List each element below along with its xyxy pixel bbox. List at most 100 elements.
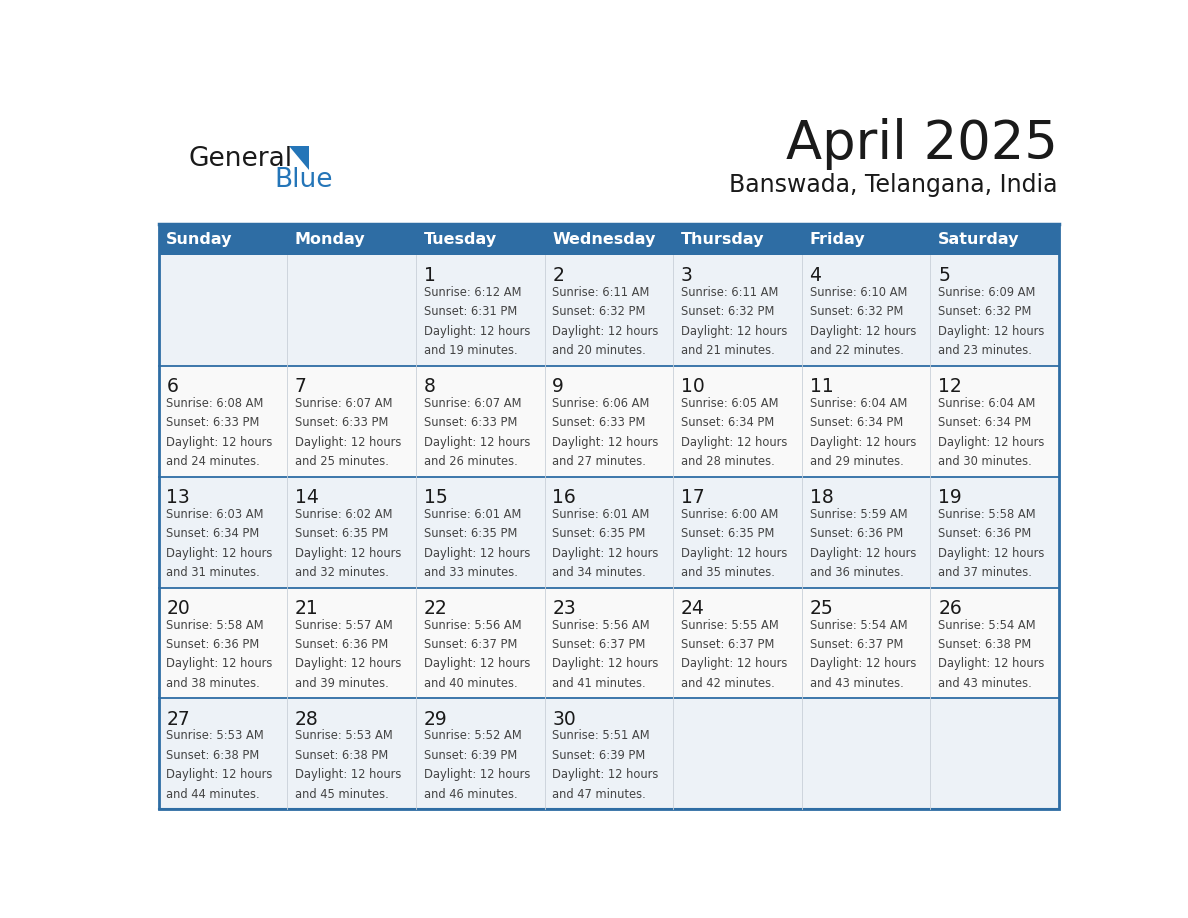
Text: Daylight: 12 hours: Daylight: 12 hours	[424, 325, 530, 338]
Text: Daylight: 12 hours: Daylight: 12 hours	[681, 436, 788, 449]
Text: 14: 14	[295, 487, 318, 507]
Text: Daylight: 12 hours: Daylight: 12 hours	[809, 325, 916, 338]
Text: Sunset: 6:39 PM: Sunset: 6:39 PM	[552, 749, 645, 762]
Text: Daylight: 12 hours: Daylight: 12 hours	[552, 436, 658, 449]
Bar	[158, 224, 1060, 810]
Text: 22: 22	[424, 599, 448, 618]
Text: Daylight: 12 hours: Daylight: 12 hours	[939, 325, 1044, 338]
Text: Sunset: 6:32 PM: Sunset: 6:32 PM	[552, 306, 645, 319]
Text: Sunset: 6:36 PM: Sunset: 6:36 PM	[939, 527, 1031, 540]
Text: Sunset: 6:33 PM: Sunset: 6:33 PM	[166, 416, 260, 430]
Text: Daylight: 12 hours: Daylight: 12 hours	[424, 546, 530, 560]
Text: Daylight: 12 hours: Daylight: 12 hours	[552, 768, 658, 781]
Text: Sunset: 6:33 PM: Sunset: 6:33 PM	[552, 416, 645, 430]
Text: Sunrise: 5:58 AM: Sunrise: 5:58 AM	[166, 619, 264, 632]
Text: Sunday: Sunday	[166, 232, 233, 247]
Text: Sunrise: 5:53 AM: Sunrise: 5:53 AM	[295, 730, 393, 743]
Text: Saturday: Saturday	[939, 232, 1019, 247]
Text: 29: 29	[424, 710, 448, 729]
Text: Thursday: Thursday	[681, 232, 764, 247]
Text: 10: 10	[681, 377, 704, 396]
Text: Sunset: 6:34 PM: Sunset: 6:34 PM	[166, 527, 259, 540]
Text: and 30 minutes.: and 30 minutes.	[939, 455, 1032, 468]
Text: Sunset: 6:34 PM: Sunset: 6:34 PM	[939, 416, 1031, 430]
Text: Sunrise: 6:03 AM: Sunrise: 6:03 AM	[166, 508, 264, 521]
Text: Daylight: 12 hours: Daylight: 12 hours	[166, 768, 273, 781]
Text: 20: 20	[166, 599, 190, 618]
Text: and 41 minutes.: and 41 minutes.	[552, 677, 646, 689]
Text: 18: 18	[809, 487, 833, 507]
Text: and 44 minutes.: and 44 minutes.	[166, 788, 260, 800]
Text: General: General	[189, 146, 293, 172]
Text: Daylight: 12 hours: Daylight: 12 hours	[809, 657, 916, 670]
Text: Sunrise: 6:00 AM: Sunrise: 6:00 AM	[681, 508, 778, 521]
Text: 24: 24	[681, 599, 704, 618]
Text: 28: 28	[295, 710, 318, 729]
Text: 3: 3	[681, 266, 693, 285]
Text: Sunrise: 5:59 AM: Sunrise: 5:59 AM	[809, 508, 908, 521]
Text: Sunrise: 6:09 AM: Sunrise: 6:09 AM	[939, 286, 1036, 299]
Text: and 36 minutes.: and 36 minutes.	[809, 565, 903, 579]
Text: Daylight: 12 hours: Daylight: 12 hours	[681, 325, 788, 338]
Text: Daylight: 12 hours: Daylight: 12 hours	[939, 436, 1044, 449]
Text: and 47 minutes.: and 47 minutes.	[552, 788, 646, 800]
Text: 15: 15	[424, 487, 448, 507]
Text: Sunset: 6:37 PM: Sunset: 6:37 PM	[552, 638, 645, 651]
Bar	[158, 224, 1060, 255]
Text: Daylight: 12 hours: Daylight: 12 hours	[809, 546, 916, 560]
Text: Daylight: 12 hours: Daylight: 12 hours	[295, 657, 402, 670]
Text: Daylight: 12 hours: Daylight: 12 hours	[939, 657, 1044, 670]
Text: 17: 17	[681, 487, 704, 507]
Text: Daylight: 12 hours: Daylight: 12 hours	[295, 436, 402, 449]
Text: 27: 27	[166, 710, 190, 729]
Text: Sunrise: 6:04 AM: Sunrise: 6:04 AM	[809, 397, 906, 409]
Text: Daylight: 12 hours: Daylight: 12 hours	[295, 768, 402, 781]
Text: Sunset: 6:32 PM: Sunset: 6:32 PM	[681, 306, 775, 319]
Text: Sunrise: 5:51 AM: Sunrise: 5:51 AM	[552, 730, 650, 743]
Text: Sunset: 6:32 PM: Sunset: 6:32 PM	[939, 306, 1031, 319]
Text: Sunrise: 5:54 AM: Sunrise: 5:54 AM	[939, 619, 1036, 632]
Text: Sunrise: 6:02 AM: Sunrise: 6:02 AM	[295, 508, 392, 521]
Text: Daylight: 12 hours: Daylight: 12 hours	[939, 546, 1044, 560]
Text: Sunset: 6:34 PM: Sunset: 6:34 PM	[681, 416, 775, 430]
Text: April 2025: April 2025	[785, 118, 1057, 170]
Text: Sunset: 6:34 PM: Sunset: 6:34 PM	[809, 416, 903, 430]
Text: and 31 minutes.: and 31 minutes.	[166, 565, 260, 579]
Text: Sunrise: 5:52 AM: Sunrise: 5:52 AM	[424, 730, 522, 743]
Text: Sunrise: 6:07 AM: Sunrise: 6:07 AM	[424, 397, 522, 409]
Text: 21: 21	[295, 599, 318, 618]
Text: and 37 minutes.: and 37 minutes.	[939, 565, 1032, 579]
Text: and 38 minutes.: and 38 minutes.	[166, 677, 260, 689]
Text: 13: 13	[166, 487, 190, 507]
Text: Sunrise: 5:55 AM: Sunrise: 5:55 AM	[681, 619, 778, 632]
Text: Sunrise: 6:01 AM: Sunrise: 6:01 AM	[552, 508, 650, 521]
Text: Friday: Friday	[809, 232, 865, 247]
Text: and 24 minutes.: and 24 minutes.	[166, 455, 260, 468]
Text: Sunset: 6:38 PM: Sunset: 6:38 PM	[295, 749, 388, 762]
Text: Sunrise: 6:06 AM: Sunrise: 6:06 AM	[552, 397, 650, 409]
Text: 16: 16	[552, 487, 576, 507]
Text: Sunset: 6:37 PM: Sunset: 6:37 PM	[809, 638, 903, 651]
Text: and 33 minutes.: and 33 minutes.	[424, 565, 518, 579]
Text: and 42 minutes.: and 42 minutes.	[681, 677, 775, 689]
Text: and 28 minutes.: and 28 minutes.	[681, 455, 775, 468]
Text: 23: 23	[552, 599, 576, 618]
Text: Tuesday: Tuesday	[424, 232, 497, 247]
Text: Daylight: 12 hours: Daylight: 12 hours	[166, 546, 273, 560]
Text: Daylight: 12 hours: Daylight: 12 hours	[295, 546, 402, 560]
Text: Sunset: 6:35 PM: Sunset: 6:35 PM	[552, 527, 645, 540]
Text: and 29 minutes.: and 29 minutes.	[809, 455, 903, 468]
Text: Sunset: 6:37 PM: Sunset: 6:37 PM	[424, 638, 517, 651]
Text: and 19 minutes.: and 19 minutes.	[424, 344, 517, 357]
Text: Sunset: 6:38 PM: Sunset: 6:38 PM	[166, 749, 259, 762]
Text: Banswada, Telangana, India: Banswada, Telangana, India	[729, 174, 1057, 197]
Text: and 22 minutes.: and 22 minutes.	[809, 344, 903, 357]
Text: Daylight: 12 hours: Daylight: 12 hours	[166, 657, 273, 670]
Text: and 40 minutes.: and 40 minutes.	[424, 677, 517, 689]
Text: 25: 25	[809, 599, 833, 618]
Text: Sunrise: 6:04 AM: Sunrise: 6:04 AM	[939, 397, 1036, 409]
Text: and 45 minutes.: and 45 minutes.	[295, 788, 388, 800]
Text: Daylight: 12 hours: Daylight: 12 hours	[552, 325, 658, 338]
Text: and 35 minutes.: and 35 minutes.	[681, 565, 775, 579]
Text: Sunrise: 5:53 AM: Sunrise: 5:53 AM	[166, 730, 264, 743]
